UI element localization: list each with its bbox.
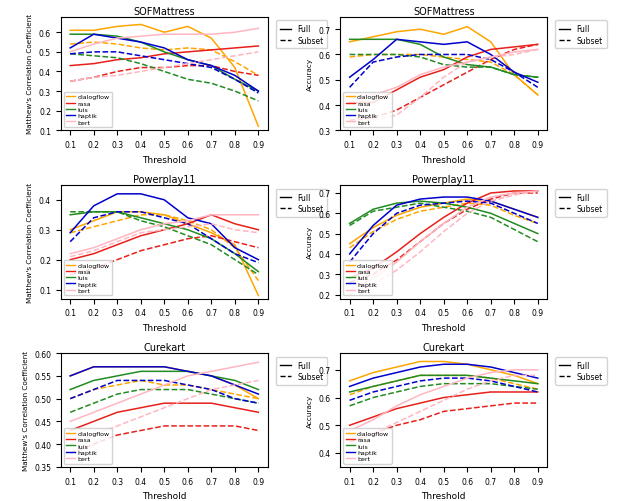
Y-axis label: Accuracy: Accuracy [307,226,313,259]
X-axis label: Threshold: Threshold [142,155,186,164]
Title: Powerplay11: Powerplay11 [412,175,475,185]
Legend: Full, Subset: Full, Subset [555,22,607,49]
Y-axis label: Matthew's Correlation Coefficient: Matthew's Correlation Coefficient [28,182,33,302]
Legend: Full, Subset: Full, Subset [276,357,327,385]
Y-axis label: Matthew's Correlation Coefficient: Matthew's Correlation Coefficient [22,350,29,470]
X-axis label: Threshold: Threshold [422,323,466,332]
X-axis label: Threshold: Threshold [142,491,186,500]
Title: SOFMattress: SOFMattress [413,7,474,17]
Legend: Full, Subset: Full, Subset [555,189,607,217]
X-axis label: Threshold: Threshold [422,155,466,164]
Legend: Full, Subset: Full, Subset [276,22,327,49]
Title: Powerplay11: Powerplay11 [133,175,196,185]
Legend: Full, Subset: Full, Subset [555,357,607,385]
Title: Curekart: Curekart [143,343,186,353]
Y-axis label: Accuracy: Accuracy [307,58,313,91]
Title: Curekart: Curekart [422,343,465,353]
Legend: Full, Subset: Full, Subset [276,189,327,217]
Title: SOFMattress: SOFMattress [134,7,195,17]
Y-axis label: Accuracy: Accuracy [307,394,313,427]
Y-axis label: Matthew's Correlation Coefficient: Matthew's Correlation Coefficient [28,15,33,134]
X-axis label: Threshold: Threshold [142,323,186,332]
X-axis label: Threshold: Threshold [422,491,466,500]
